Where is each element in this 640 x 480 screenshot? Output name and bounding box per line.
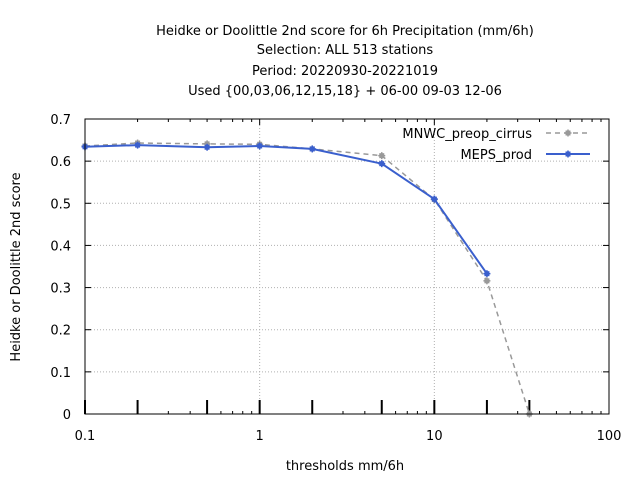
x-tick-label: 10 [426,429,443,444]
y-tick-label: 0.4 [50,239,71,254]
chart-title-line-1: Heidke or Doolittle 2nd score for 6h Pre… [156,24,534,39]
chart-title-line-2: Selection: ALL 513 stations [257,43,434,58]
y-tick-label: 0.3 [50,282,71,297]
series-1-line [84,142,531,415]
series-2-point [484,271,490,277]
series-2 [81,141,491,278]
grid [85,119,609,414]
series-2-point [431,196,437,202]
chart-title-line-4: Used {00,03,06,12,15,18} + 06-00 09-03 1… [188,84,502,99]
series-1-point [484,278,490,284]
x-tick-label: 0.1 [75,429,96,444]
series-1-point [379,153,385,159]
series-2-point [204,144,210,150]
ticks: 0 0.1 0.2 0.3 0.4 0.5 0.6 0.7 0.1 1 10 100 [50,113,621,444]
y-axis-label: Heidke or Doolittle 2nd score [9,172,24,361]
legend-2-point [565,151,571,157]
series-layer [81,139,533,418]
y-tick-label: 0.6 [50,155,71,170]
x-axis-label: thresholds mm/6h [286,459,404,474]
legend-1-point [565,130,571,136]
chart-title-line-3: Period: 20220930-20221019 [252,64,438,79]
y-tick-label: 0.5 [50,197,71,212]
x-tick-label: 1 [256,429,264,444]
series-2-point [135,142,141,148]
y-tick-label: 0.1 [50,366,71,381]
x-tick-label: 100 [597,429,622,444]
y-tick-label: 0.2 [50,324,71,339]
y-tick-label: 0 [63,408,71,423]
series-2-point [379,161,385,167]
legend-label-1: MNWC_preop_cirrus [402,127,532,142]
legend-label-2: MEPS_prod [460,148,532,163]
series-1 [81,139,533,418]
series-2-point [309,146,315,152]
legend: MNWC_preop_cirrus MEPS_prod [402,127,590,163]
plot-frame [84,118,610,415]
series-2-point [257,143,263,149]
y-tick-label: 0.7 [50,113,71,128]
series-2-line [84,144,488,275]
